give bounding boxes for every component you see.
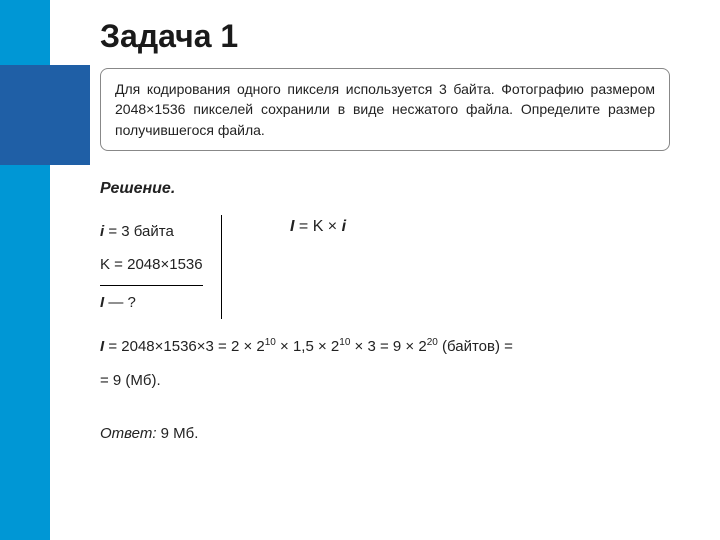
answer: Ответ: 9 Мб. xyxy=(100,425,198,442)
calc-e1: 10 xyxy=(265,337,276,348)
page-title: Задача 1 xyxy=(100,18,238,55)
given-I: I — ? xyxy=(100,285,203,319)
calc-line-1: I = 2048×1536×3 = 2 × 210 × 1,5 × 210 × … xyxy=(100,335,513,359)
calc-e2: 10 xyxy=(339,337,350,348)
val-i: = 3 байта xyxy=(104,223,174,240)
sidebar-accent xyxy=(0,65,90,165)
formula: I = K × i xyxy=(290,218,346,236)
given-k: K = 2048×1536 xyxy=(100,248,203,281)
solution-label: Решение. xyxy=(100,180,175,198)
formula-eq: = K × xyxy=(294,218,341,235)
answer-label: Ответ: xyxy=(100,425,157,442)
val-k: = 2048×1536 xyxy=(110,256,203,273)
calc-b: × 1,5 × 2 xyxy=(276,338,339,355)
calc-d: (байтов) = xyxy=(438,338,513,355)
val-I: — ? xyxy=(104,294,136,311)
calc-c: × 3 = 9 × 2 xyxy=(350,338,426,355)
problem-text: Для кодирования одного пикселя используе… xyxy=(100,68,670,151)
var-k: K xyxy=(100,256,110,273)
given-i: i = 3 байта xyxy=(100,215,203,248)
calc-e3: 20 xyxy=(427,337,438,348)
answer-value: 9 Мб. xyxy=(157,425,199,442)
calc-a: = 2048×1536×3 = 2 × 2 xyxy=(104,338,265,355)
given-column: i = 3 байта K = 2048×1536 I — ? xyxy=(100,215,222,319)
calc-line-2: = 9 (Мб). xyxy=(100,370,161,393)
formula-i: i xyxy=(342,218,346,235)
given-data: i = 3 байта K = 2048×1536 I — ? xyxy=(100,215,222,319)
